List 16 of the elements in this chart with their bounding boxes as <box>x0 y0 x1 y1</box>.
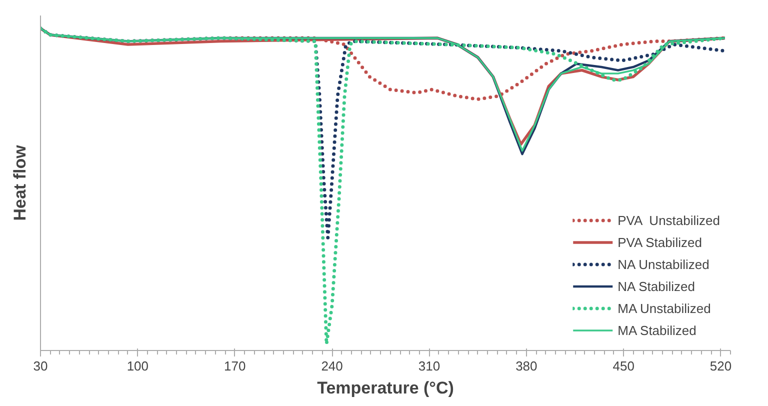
legend-label: MA Stabilized <box>618 322 696 338</box>
legend-label: PVA Stabilized <box>618 234 702 250</box>
y-axis-title: Heat flow <box>10 144 30 221</box>
x-tick-label: 380 <box>516 358 538 374</box>
legend-label: NA Unstabilized <box>618 256 710 272</box>
x-tick-label: 30 <box>33 358 48 374</box>
x-tick-label: 170 <box>224 358 246 374</box>
x-tick-label: 310 <box>418 358 440 374</box>
legend-label: PVA Unstabilized <box>618 212 720 228</box>
legend-label: NA Stabilized <box>618 278 695 294</box>
x-tick-label: 450 <box>612 358 634 374</box>
x-tick-label: 520 <box>710 358 732 374</box>
legend-label: MA Unstabilized <box>618 300 711 316</box>
x-tick-label: 100 <box>126 358 149 374</box>
x-tick-label: 240 <box>321 358 343 374</box>
x-axis-title: Temperature (°C) <box>317 378 454 398</box>
